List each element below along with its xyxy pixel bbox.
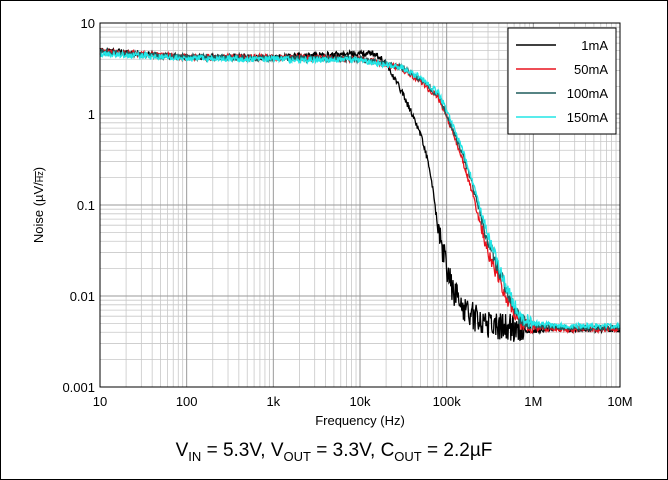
legend-label: 1mA [581, 38, 608, 53]
y-tick-label: 0.001 [62, 380, 95, 395]
series-line-150mA [99, 49, 621, 331]
x-tick-label: 1M [524, 394, 542, 409]
legend-label: 50mA [574, 62, 608, 77]
x-tick-label: 100 [176, 394, 198, 409]
x-tick-label: 1k [266, 394, 280, 409]
y-tick-labels: 0.001 0.01 0.1 1 10 [62, 16, 95, 395]
x-tick-labels: 10 100 1k 10k 100k 1M 10M [93, 394, 633, 409]
x-tick-label: 10 [93, 394, 107, 409]
y-tick-label: 10 [81, 16, 95, 31]
y-tick-label: 1 [88, 107, 95, 122]
x-tick-label: 10k [350, 394, 371, 409]
x-tick-label: 100k [433, 394, 462, 409]
legend-label: 100mA [567, 86, 609, 101]
y-tick-label: 0.1 [77, 198, 95, 213]
chart-caption: VIN = 5.3V, VOUT = 3.3V, COUT = 2.2µF [175, 440, 493, 464]
series-layer [99, 46, 621, 342]
legend-label: 150mA [567, 110, 609, 125]
x-axis-label: Frequency (Hz) [315, 413, 405, 428]
y-axis-label: Noise (µV/Hz) [31, 167, 46, 243]
plot-area-border [99, 22, 621, 388]
y-tick-label: 0.01 [70, 289, 95, 304]
legend: 1mA 50mA 100mA 150mA [507, 27, 617, 135]
x-tick-label: 10M [607, 394, 632, 409]
